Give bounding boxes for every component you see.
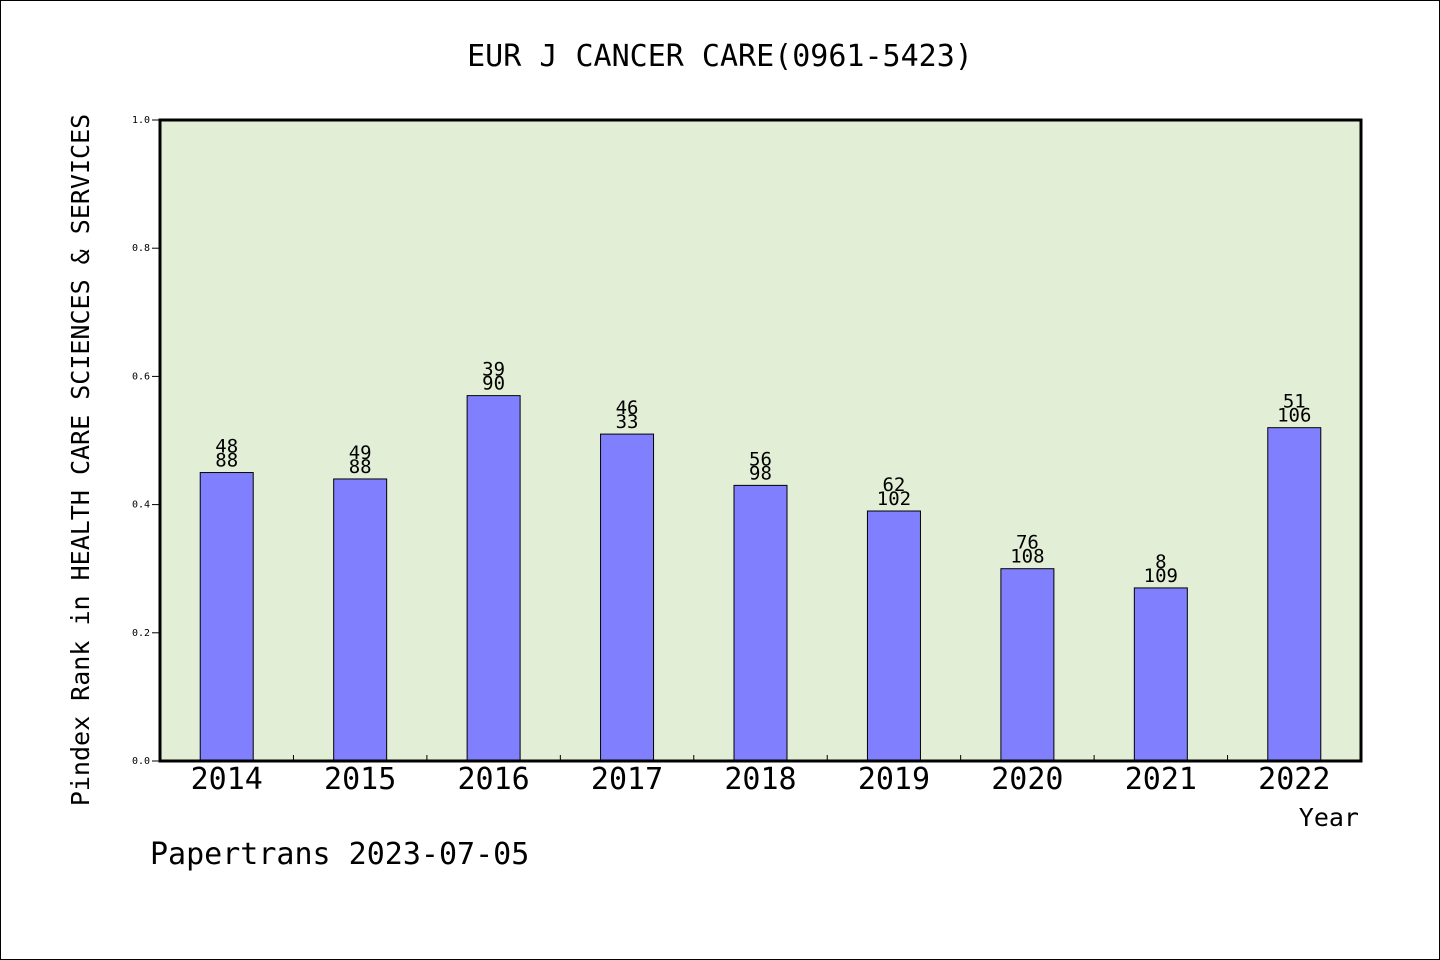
chart-title: EUR J CANCER CARE(0961-5423): [467, 39, 973, 74]
x-tick-label: 2016: [457, 762, 529, 797]
bar-label-bottom: 90: [482, 373, 505, 395]
x-tick-label: 2014: [191, 762, 263, 797]
y-tick-label: 1.0: [132, 115, 150, 126]
bar-label-top: 62: [882, 474, 905, 496]
y-tick-label: 0.4: [132, 500, 150, 511]
bar-label-top: 49: [349, 442, 372, 464]
y-axis-ticks: 0.0 0.2 0.4 0.6 0.8 1.0: [132, 115, 160, 767]
bar-2015: [333, 478, 388, 762]
y-axis-label: Pindex Rank in HEALTH CARE SCIENCES & SE…: [66, 114, 95, 806]
bar-2017: [600, 433, 655, 762]
bar-2020: [1000, 568, 1055, 762]
plot-border: [158, 118, 1363, 763]
y-tick-label: 0.2: [132, 628, 150, 639]
bar-label-bottom: 88: [349, 456, 372, 478]
bar-label-top: 39: [482, 359, 505, 381]
x-tick-label: 2020: [991, 762, 1063, 797]
bar-label-top: 8: [1155, 551, 1166, 573]
bar-label-bottom: 88: [215, 450, 238, 472]
y-tick-label: 0.0: [132, 756, 150, 767]
bar-label-bottom: 98: [749, 462, 772, 484]
bar-2016: [466, 395, 521, 762]
bar-label-bottom: 33: [616, 411, 639, 433]
bars-group: [199, 395, 1322, 762]
bar-label-top: 56: [749, 448, 772, 470]
y-tick-label: 0.6: [132, 371, 150, 382]
x-tick-label: 2022: [1258, 762, 1330, 797]
x-tick-label: 2018: [724, 762, 796, 797]
bar-2022: [1267, 427, 1322, 762]
x-tick-label: 2021: [1125, 762, 1197, 797]
bar-2019: [866, 510, 921, 762]
bar-label-bottom: 106: [1277, 405, 1311, 427]
bar-label-top: 46: [616, 397, 639, 419]
bar-label-top: 48: [215, 436, 238, 458]
y-tick-label: 0.8: [132, 243, 150, 254]
bar-label-bottom: 109: [1144, 565, 1178, 587]
bar-2014: [199, 472, 254, 762]
x-tick-label: 2015: [324, 762, 396, 797]
x-tick-label: 2017: [591, 762, 663, 797]
bar-label-top: 51: [1283, 391, 1306, 413]
x-axis-label: Year: [1299, 803, 1359, 832]
footer-credit: Papertrans 2023-07-05: [150, 837, 529, 872]
bar-2021: [1133, 587, 1188, 762]
bar-label-bottom: 108: [1010, 546, 1044, 568]
x-tick-label: 2019: [858, 762, 930, 797]
bar-label-bottom: 102: [877, 488, 911, 510]
bar-2018: [733, 484, 788, 762]
bar-label-top: 76: [1016, 532, 1039, 554]
x-axis-ticks: 2014 2015 2016 2017 2018 2019 2020 2021 2022: [191, 755, 1330, 797]
